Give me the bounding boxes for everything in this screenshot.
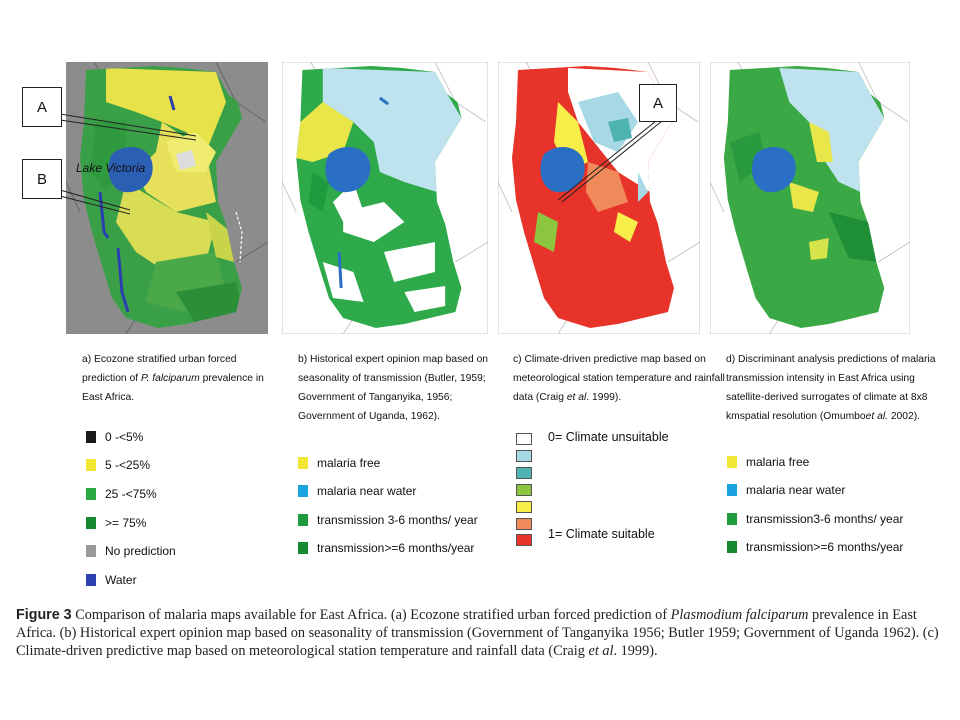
lake-victoria-water [540,147,585,193]
legend-swatch [86,459,96,471]
legend-item: 0 -<5% [86,430,143,444]
legend-item: transmission3-6 months/ year [727,512,903,526]
map-panel-b [282,62,488,334]
lake-victoria-water [325,147,371,193]
legend-swatch [298,485,308,497]
caption-panel-b: b) Historical expert opinion map based o… [298,354,489,422]
legend-panel-a: 0 -<5% 5 -<25% 25 -<75% >= 75% No predic… [86,430,276,590]
map-panel-d [710,62,910,334]
map-panel-a [66,62,268,334]
legend-swatch [298,542,308,554]
legend-item: transmission 3-6 months/ year [298,513,478,527]
east-africa-region [296,66,462,328]
figure-caption: Figure 3 Comparison of malaria maps avai… [16,607,939,659]
callout-a-panel-c: A [639,84,677,122]
legend-swatch [516,484,532,496]
legend-swatch [516,518,532,530]
legend-item: malaria free [298,456,380,470]
legend-swatch [86,545,96,557]
legend-panel-c: 0= Climate unsuitable 1= Climate suitabl… [516,430,716,550]
legend-suitable-label: 1= Climate suitable [548,527,655,541]
legend-unsuitable-label: 0= Climate unsuitable [548,430,669,444]
legend-swatch [298,514,308,526]
legend-swatch [516,433,532,445]
legend-swatch [86,517,96,529]
callout-a-panel-a: A [22,87,62,127]
legend-swatch [727,513,737,525]
legend-swatch [86,431,96,443]
lake-victoria-label: Lake Victoria [76,161,146,175]
legend-swatch [727,541,737,553]
legend-swatch [727,484,737,496]
legend-item: malaria free [727,455,809,469]
legend-swatch [516,501,532,513]
legend-item: malaria near water [298,484,416,498]
legend-item: Water [86,573,137,587]
legend-item: 5 -<25% [86,458,150,472]
legend-swatch [86,488,96,500]
callout-b-panel-a: B [22,159,62,199]
legend-item: transmission>=6 months/year [727,540,903,554]
legend-panel-d: malaria free malaria near water transmis… [727,455,947,565]
legend-swatch [298,457,308,469]
lake-victoria-water [751,147,796,193]
legend-panel-b: malaria free malaria near water transmis… [298,456,508,566]
legend-item: 25 -<75% [86,487,157,501]
legend-swatch [727,456,737,468]
legend-swatch [516,467,532,479]
legend-swatch [516,450,532,462]
figure-label: Figure 3 [16,607,72,623]
legend-item: transmission>=6 months/year [298,541,474,555]
legend-item: >= 75% [86,516,146,530]
caption-panel-a: a) Ecozone stratified urban forced predi… [82,354,264,403]
caption-panel-d: d) Discriminant analysis predictions of … [726,354,936,422]
lake-victoria-water [108,147,153,193]
legend-swatch [516,534,532,546]
legend-item: malaria near water [727,483,845,497]
caption-panel-c: c) Climate-driven predictive map based o… [513,354,725,403]
legend-swatch [86,574,96,586]
legend-item: No prediction [86,544,176,558]
